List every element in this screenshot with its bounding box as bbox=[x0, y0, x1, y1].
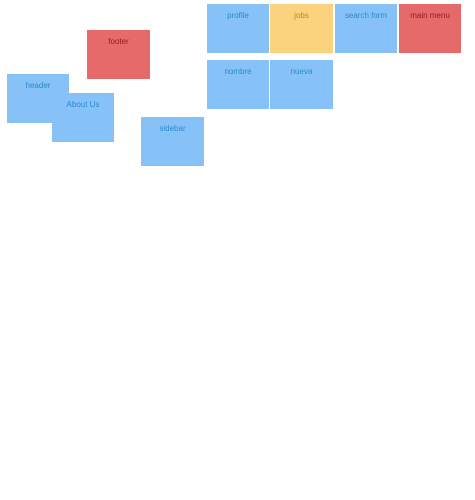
tile-label: footer bbox=[108, 37, 129, 46]
tile-label: profile bbox=[227, 11, 249, 20]
tile-nombre[interactable]: nombre bbox=[207, 60, 269, 109]
tile-about-us[interactable]: About Us bbox=[52, 93, 114, 142]
tile-label: nueva bbox=[290, 67, 313, 76]
tile-main-menu[interactable]: main menu bbox=[399, 4, 461, 53]
tile-label: header bbox=[25, 81, 51, 90]
tile-label: main menu bbox=[410, 11, 450, 20]
tile-label: sidebar bbox=[159, 124, 186, 133]
tile-nueva[interactable]: nueva bbox=[270, 60, 333, 109]
tile-label: jobs bbox=[294, 11, 309, 20]
tile-label: search form bbox=[344, 11, 388, 20]
tile-label: nombre bbox=[224, 67, 252, 76]
tile-label: About Us bbox=[66, 100, 100, 109]
tile-profile[interactable]: profile bbox=[207, 4, 269, 53]
tile-footer[interactable]: footer bbox=[87, 30, 150, 79]
tile-sidebar[interactable]: sidebar bbox=[141, 117, 204, 166]
tile-jobs[interactable]: jobs bbox=[270, 4, 333, 53]
tile-search-form[interactable]: search form bbox=[335, 4, 397, 53]
